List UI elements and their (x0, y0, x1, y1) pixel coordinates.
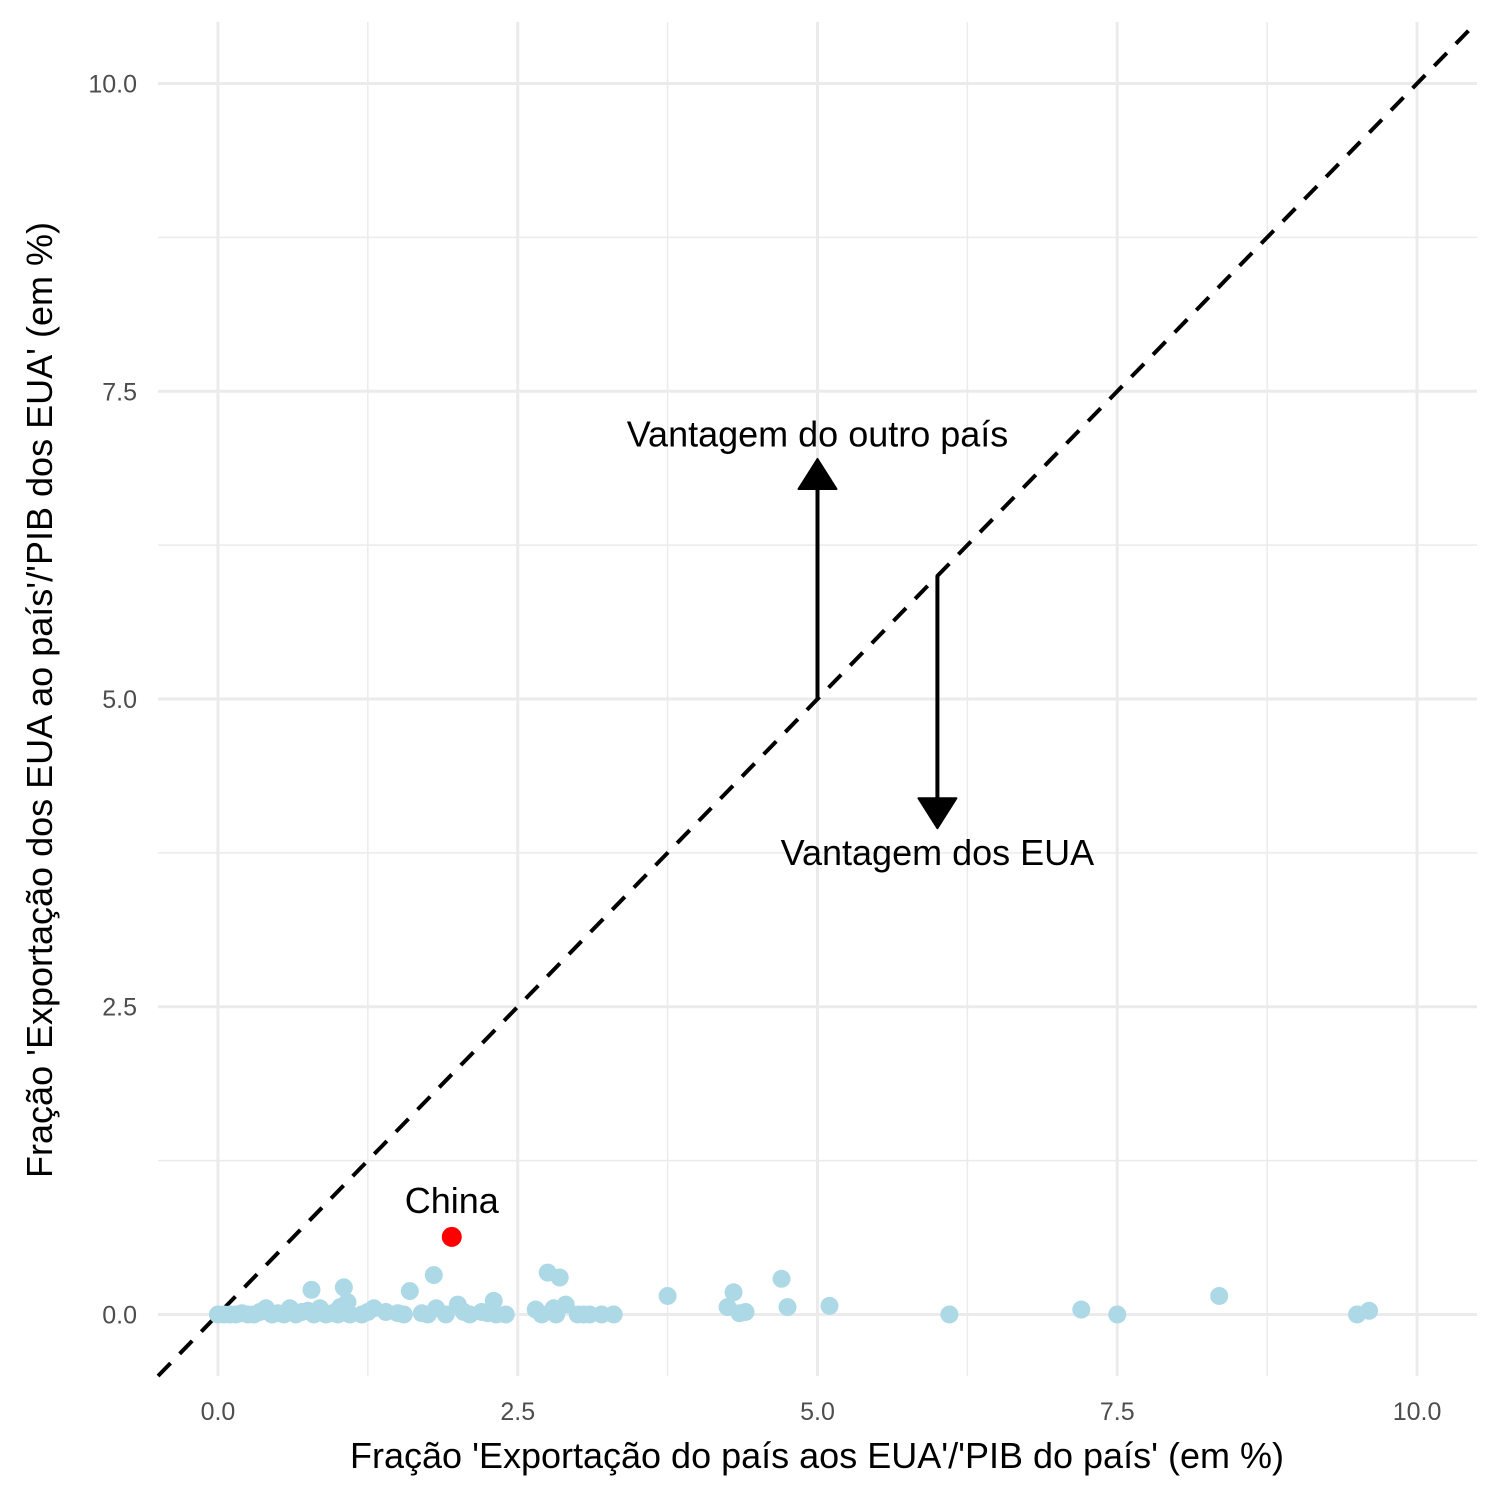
highlight-point-china (441, 1226, 462, 1247)
annotation-text: Vantagem dos EUA (781, 832, 1095, 873)
data-point (658, 1286, 677, 1305)
data-point (724, 1283, 743, 1302)
y-tick-label: 7.5 (102, 378, 137, 406)
y-tick-label: 5.0 (102, 686, 137, 714)
y-tick-labels: 0.0 2.5 5.0 7.5 10.0 (88, 71, 137, 1330)
data-point (1108, 1305, 1127, 1324)
data-point (424, 1266, 443, 1285)
data-point (334, 1278, 353, 1297)
y-tick-label: 0.0 (102, 1301, 137, 1329)
grid (158, 22, 1477, 1376)
data-point (556, 1295, 575, 1314)
data-point (436, 1305, 455, 1324)
data-point (302, 1280, 321, 1299)
data-point (1072, 1300, 1091, 1319)
data-point (496, 1305, 515, 1324)
highlight-label-china: China (405, 1180, 500, 1221)
x-tick-label: 7.5 (1100, 1398, 1135, 1426)
data-point (820, 1296, 839, 1315)
y-axis-title: Fração 'Exportação dos EUA ao país'/'PIB… (19, 222, 60, 1178)
data-point (778, 1298, 797, 1317)
annotations: Vantagem do outro país Vantagem dos EUA (627, 413, 1094, 873)
y-tick-label: 10.0 (88, 71, 137, 99)
data-point (400, 1282, 419, 1301)
x-axis-title: Fração 'Exportação do país aos EUA'/'PIB… (350, 1435, 1284, 1476)
data-point (736, 1302, 755, 1321)
annotation-arrow-head (797, 457, 838, 490)
x-tick-labels: 0.0 2.5 5.0 7.5 10.0 (201, 1398, 1442, 1426)
x-tick-label: 10.0 (1393, 1398, 1442, 1426)
data-point (1210, 1286, 1229, 1305)
y-tick-label: 2.5 (102, 994, 137, 1022)
x-tick-label: 2.5 (500, 1398, 535, 1426)
annotation-text: Vantagem do outro país (627, 413, 1009, 454)
data-point (550, 1268, 569, 1287)
data-point (604, 1305, 623, 1324)
data-point (772, 1269, 791, 1288)
data-point (394, 1305, 413, 1324)
x-tick-label: 5.0 (800, 1398, 835, 1426)
data-point (940, 1305, 959, 1324)
data-point (1360, 1301, 1379, 1320)
data-points (208, 1263, 1379, 1324)
data-point (484, 1291, 503, 1310)
annotation-arrow-head (917, 797, 958, 830)
x-tick-label: 0.0 (201, 1398, 236, 1426)
